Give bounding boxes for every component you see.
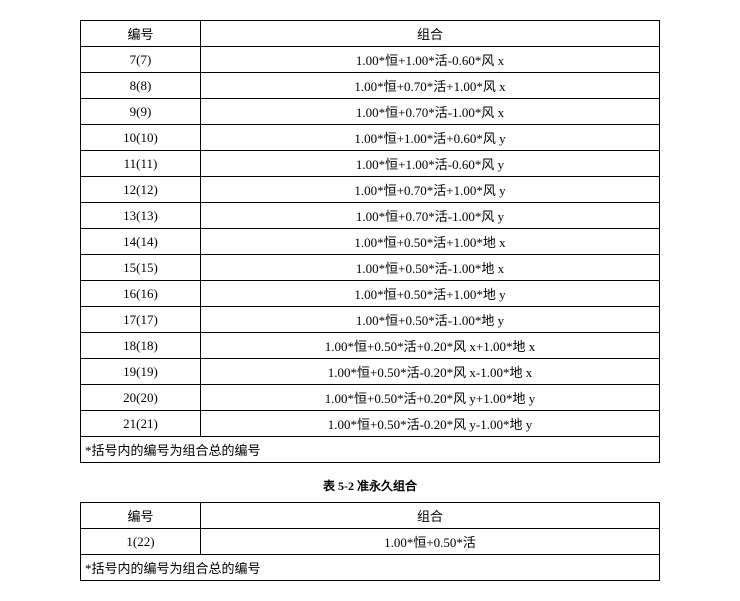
cell-combo: 1.00*恒+0.70*活+1.00*风 y (201, 177, 660, 203)
cell-id: 15(15) (81, 255, 201, 281)
cell-combo: 1.00*恒+0.50*活-0.20*风 y-1.00*地 y (201, 411, 660, 437)
cell-combo: 1.00*恒+0.50*活+1.00*地 x (201, 229, 660, 255)
cell-id: 11(11) (81, 151, 201, 177)
cell-combo: 1.00*恒+1.00*活+0.60*风 y (201, 125, 660, 151)
cell-id: 17(17) (81, 307, 201, 333)
cell-combo: 1.00*恒+0.50*活 (201, 529, 660, 555)
cell-id: 10(10) (81, 125, 201, 151)
table2: 编号 组合 1(22)1.00*恒+0.50*活 *括号内的编号为组合总的编号 (80, 502, 660, 581)
cell-id: 19(19) (81, 359, 201, 385)
cell-combo: 1.00*恒+0.50*活+1.00*地 y (201, 281, 660, 307)
cell-combo: 1.00*恒+0.50*活-1.00*地 x (201, 255, 660, 281)
cell-combo: 1.00*恒+0.50*活+0.20*风 y+1.00*地 y (201, 385, 660, 411)
cell-combo: 1.00*恒+0.50*活-1.00*地 y (201, 307, 660, 333)
cell-id: 1(22) (81, 529, 201, 555)
cell-id: 18(18) (81, 333, 201, 359)
table-row: 20(20)1.00*恒+0.50*活+0.20*风 y+1.00*地 y (81, 385, 660, 411)
table-row: 18(18)1.00*恒+0.50*活+0.20*风 x+1.00*地 x (81, 333, 660, 359)
cell-combo: 1.00*恒+1.00*活-0.60*风 y (201, 151, 660, 177)
cell-id: 14(14) (81, 229, 201, 255)
table2-wrap: 编号 组合 1(22)1.00*恒+0.50*活 *括号内的编号为组合总的编号 (80, 502, 660, 581)
table-row: 8(8)1.00*恒+0.70*活+1.00*风 x (81, 73, 660, 99)
table-row: 7(7)1.00*恒+1.00*活-0.60*风 x (81, 47, 660, 73)
table-row: 15(15)1.00*恒+0.50*活-1.00*地 x (81, 255, 660, 281)
table-row: 12(12)1.00*恒+0.70*活+1.00*风 y (81, 177, 660, 203)
cell-combo: 1.00*恒+0.70*活+1.00*风 x (201, 73, 660, 99)
table-row: 11(11)1.00*恒+1.00*活-0.60*风 y (81, 151, 660, 177)
table2-footnote-row: *括号内的编号为组合总的编号 (81, 555, 660, 581)
cell-combo: 1.00*恒+1.00*活-0.60*风 x (201, 47, 660, 73)
cell-id: 21(21) (81, 411, 201, 437)
cell-id: 20(20) (81, 385, 201, 411)
cell-id: 13(13) (81, 203, 201, 229)
cell-id: 7(7) (81, 47, 201, 73)
table-row: 13(13)1.00*恒+0.70*活-1.00*风 y (81, 203, 660, 229)
table-row: 1(22)1.00*恒+0.50*活 (81, 529, 660, 555)
table-row: 19(19)1.00*恒+0.50*活-0.20*风 x-1.00*地 x (81, 359, 660, 385)
cell-combo: 1.00*恒+0.50*活+0.20*风 x+1.00*地 x (201, 333, 660, 359)
cell-combo: 1.00*恒+0.70*活-1.00*风 y (201, 203, 660, 229)
cell-id: 8(8) (81, 73, 201, 99)
table2-footnote: *括号内的编号为组合总的编号 (81, 555, 660, 581)
cell-id: 9(9) (81, 99, 201, 125)
table1-footnote: *括号内的编号为组合总的编号 (81, 437, 660, 463)
table-row: 14(14)1.00*恒+0.50*活+1.00*地 x (81, 229, 660, 255)
table-row: 17(17)1.00*恒+0.50*活-1.00*地 y (81, 307, 660, 333)
table1-header-combo: 组合 (201, 21, 660, 47)
table-row: 16(16)1.00*恒+0.50*活+1.00*地 y (81, 281, 660, 307)
cell-combo: 1.00*恒+0.70*活-1.00*风 x (201, 99, 660, 125)
cell-combo: 1.00*恒+0.50*活-0.20*风 x-1.00*地 x (201, 359, 660, 385)
table2-header-id: 编号 (81, 503, 201, 529)
table-row: 21(21)1.00*恒+0.50*活-0.20*风 y-1.00*地 y (81, 411, 660, 437)
table1: 编号 组合 7(7)1.00*恒+1.00*活-0.60*风 x8(8)1.00… (80, 20, 660, 463)
table1-header-row: 编号 组合 (81, 21, 660, 47)
table1-wrap: 编号 组合 7(7)1.00*恒+1.00*活-0.60*风 x8(8)1.00… (80, 20, 660, 463)
table-row: 9(9)1.00*恒+0.70*活-1.00*风 x (81, 99, 660, 125)
table2-header-row: 编号 组合 (81, 503, 660, 529)
table1-footnote-row: *括号内的编号为组合总的编号 (81, 437, 660, 463)
table2-header-combo: 组合 (201, 503, 660, 529)
table-row: 10(10)1.00*恒+1.00*活+0.60*风 y (81, 125, 660, 151)
cell-id: 12(12) (81, 177, 201, 203)
cell-id: 16(16) (81, 281, 201, 307)
table1-header-id: 编号 (81, 21, 201, 47)
table2-caption: 表 5-2 准永久组合 (0, 477, 740, 494)
